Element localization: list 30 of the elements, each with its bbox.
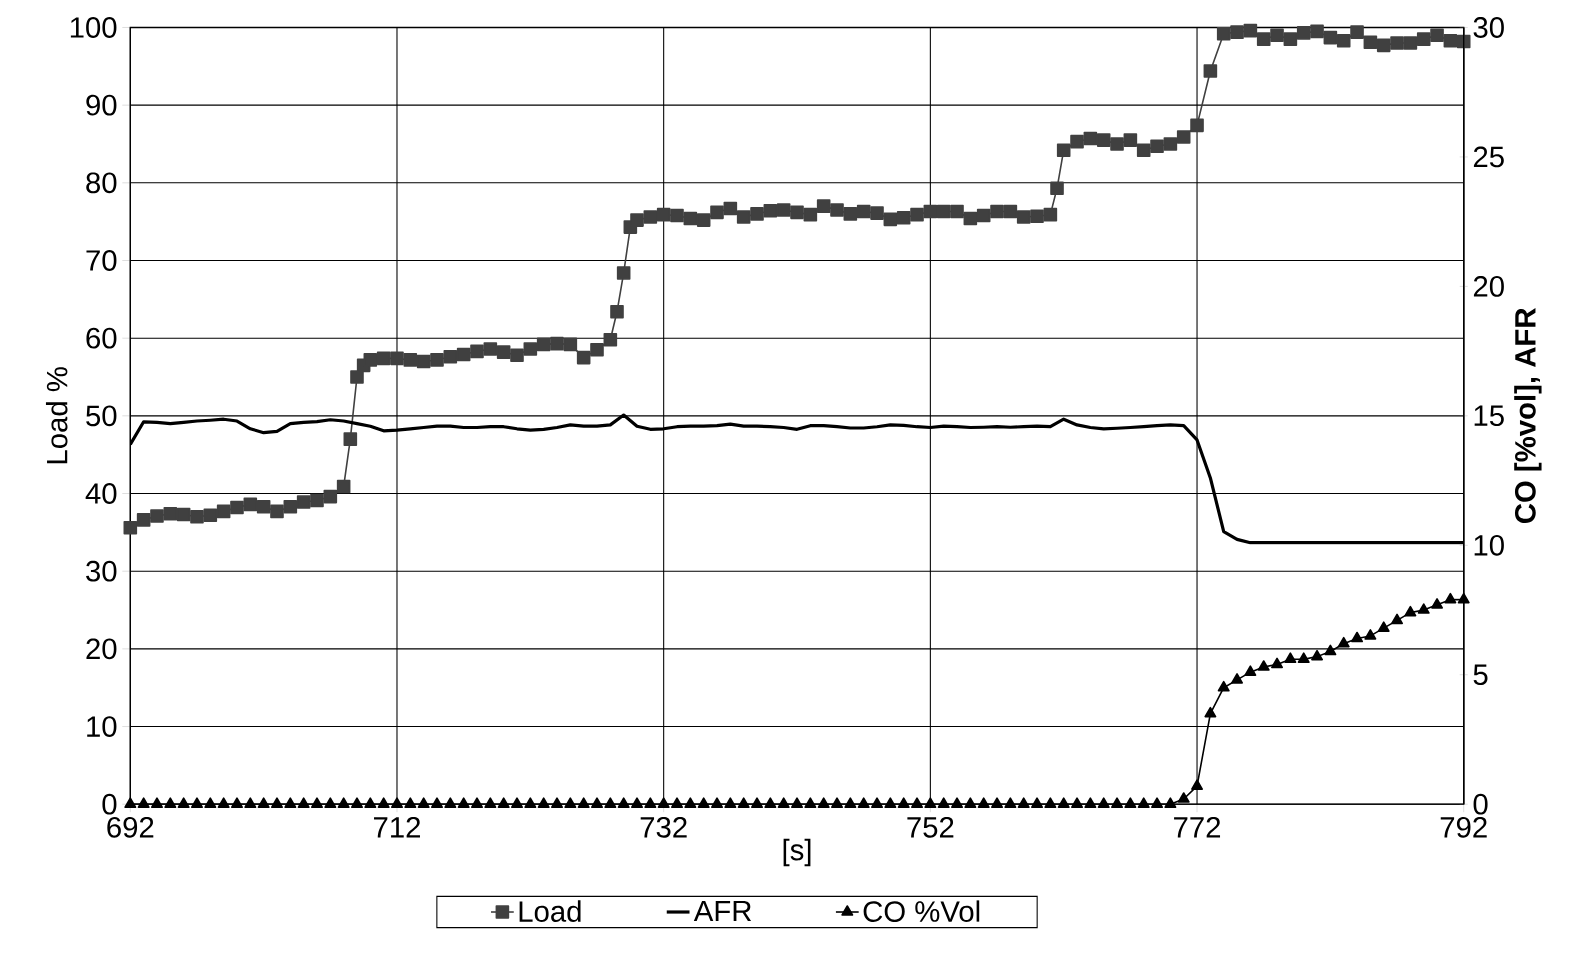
y-tick-label: 40 [85,483,117,504]
y-tick-label: 60 [86,327,117,349]
y2-tick-label: 20 [1473,276,1504,297]
y-tick-label: 70 [86,250,117,271]
y2-tick-label: 25 [1473,146,1504,168]
x-tick-label: 772 [1174,816,1221,838]
x-tick-label: 792 [1440,816,1487,838]
y-axis-title: Load % [45,367,68,464]
x-tick-label: 692 [107,816,154,838]
y2-tick-label: 10 [1474,534,1504,556]
legend-label: AFR [693,900,752,922]
y-tick-label: 90 [86,94,117,116]
y-tick-label: 10 [87,716,117,737]
y-tick-label: 50 [86,405,117,427]
y-tick-label: 0 [102,793,117,815]
x-axis-title: [s] [783,838,811,867]
x-tick-label: 712 [374,816,420,838]
y-tick-label: 80 [86,172,117,194]
y-tick-label: 100 [70,17,117,38]
y2-tick-label: 5 [1473,664,1488,685]
x-tick-label: 732 [640,816,687,838]
x-tick-label: 752 [907,816,954,838]
y2-tick-label: 30 [1473,17,1504,38]
legend-label: CO %Vol [863,900,980,922]
y2-tick-label: 0 [1473,793,1488,815]
y2-tick-label: 15 [1474,405,1504,427]
y2-axis-title: CO [%vol], AFR [1514,308,1542,523]
legend-label: Load [519,900,581,922]
y-tick-label: 20 [86,638,117,660]
y-tick-label: 30 [86,560,117,582]
